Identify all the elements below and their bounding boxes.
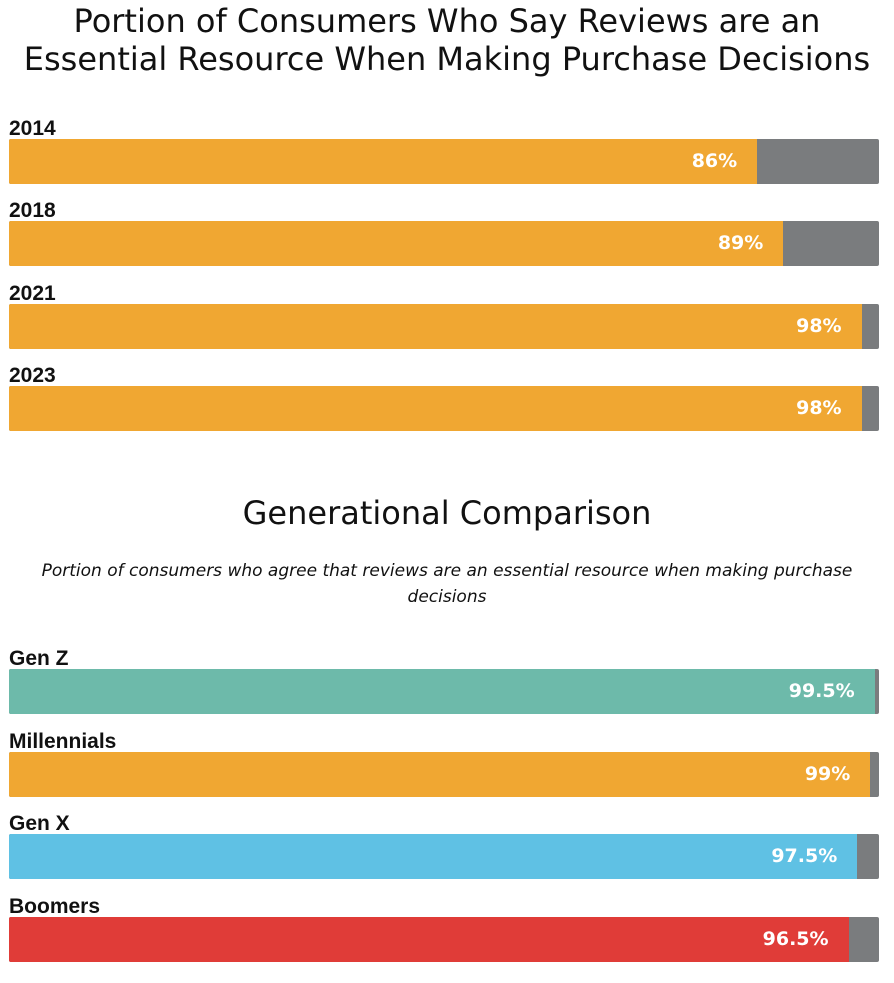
year-row-2021: 2021 98% — [9, 282, 879, 349]
bar — [9, 834, 858, 879]
bar-remainder: 96.5% — [9, 917, 879, 962]
year-row-2014: 2014 86% — [9, 117, 879, 184]
bar-remainder: 99% — [9, 752, 879, 797]
section-title: Generational Comparison — [242, 494, 652, 532]
category-label: Millennials — [9, 730, 117, 753]
generation-row-gen-z: Gen Z 99.5% — [9, 647, 879, 714]
bar-remainder: 98% — [9, 304, 879, 349]
year-row-2018: 2018 89% — [9, 199, 879, 266]
bar — [9, 304, 862, 349]
bar — [9, 917, 849, 962]
bar-remainder: 99.5% — [9, 669, 879, 714]
category-label: Gen X — [9, 812, 70, 835]
bar-remainder: 97.5% — [9, 834, 879, 879]
generation-row-millennials: Millennials 99% — [9, 730, 879, 797]
data-label: 98% — [796, 397, 842, 419]
bar-remainder: 89% — [9, 221, 879, 266]
category-label: Boomers — [9, 895, 101, 918]
category-label: 2014 — [9, 117, 56, 140]
year-row-2023: 2023 98% — [9, 364, 879, 431]
category-label: Gen Z — [9, 647, 69, 670]
section-subtitle: Portion of consumers who agree that revi… — [41, 561, 853, 607]
data-label: 99.5% — [788, 680, 855, 702]
chart-title: Portion of Consumers Who Say Reviews are… — [23, 2, 871, 78]
bar — [9, 386, 862, 431]
data-label: 89% — [717, 232, 764, 254]
generation-row-gen-x: Gen X 97.5% — [9, 812, 879, 879]
bar — [9, 669, 875, 714]
bar-remainder: 86% — [9, 139, 879, 184]
bar — [9, 221, 784, 266]
category-label: 2018 — [9, 199, 56, 222]
data-label: 86% — [691, 150, 738, 172]
data-label: 98% — [796, 315, 842, 337]
category-label: 2023 — [9, 364, 56, 387]
bar — [9, 139, 758, 184]
bar-remainder: 98% — [9, 386, 879, 431]
category-label: 2021 — [9, 282, 56, 305]
data-label: 99% — [804, 763, 851, 785]
data-label: 97.5% — [771, 845, 838, 867]
data-label: 96.5% — [762, 928, 829, 950]
bar — [9, 752, 871, 797]
generation-row-boomers: Boomers 96.5% — [9, 895, 879, 962]
